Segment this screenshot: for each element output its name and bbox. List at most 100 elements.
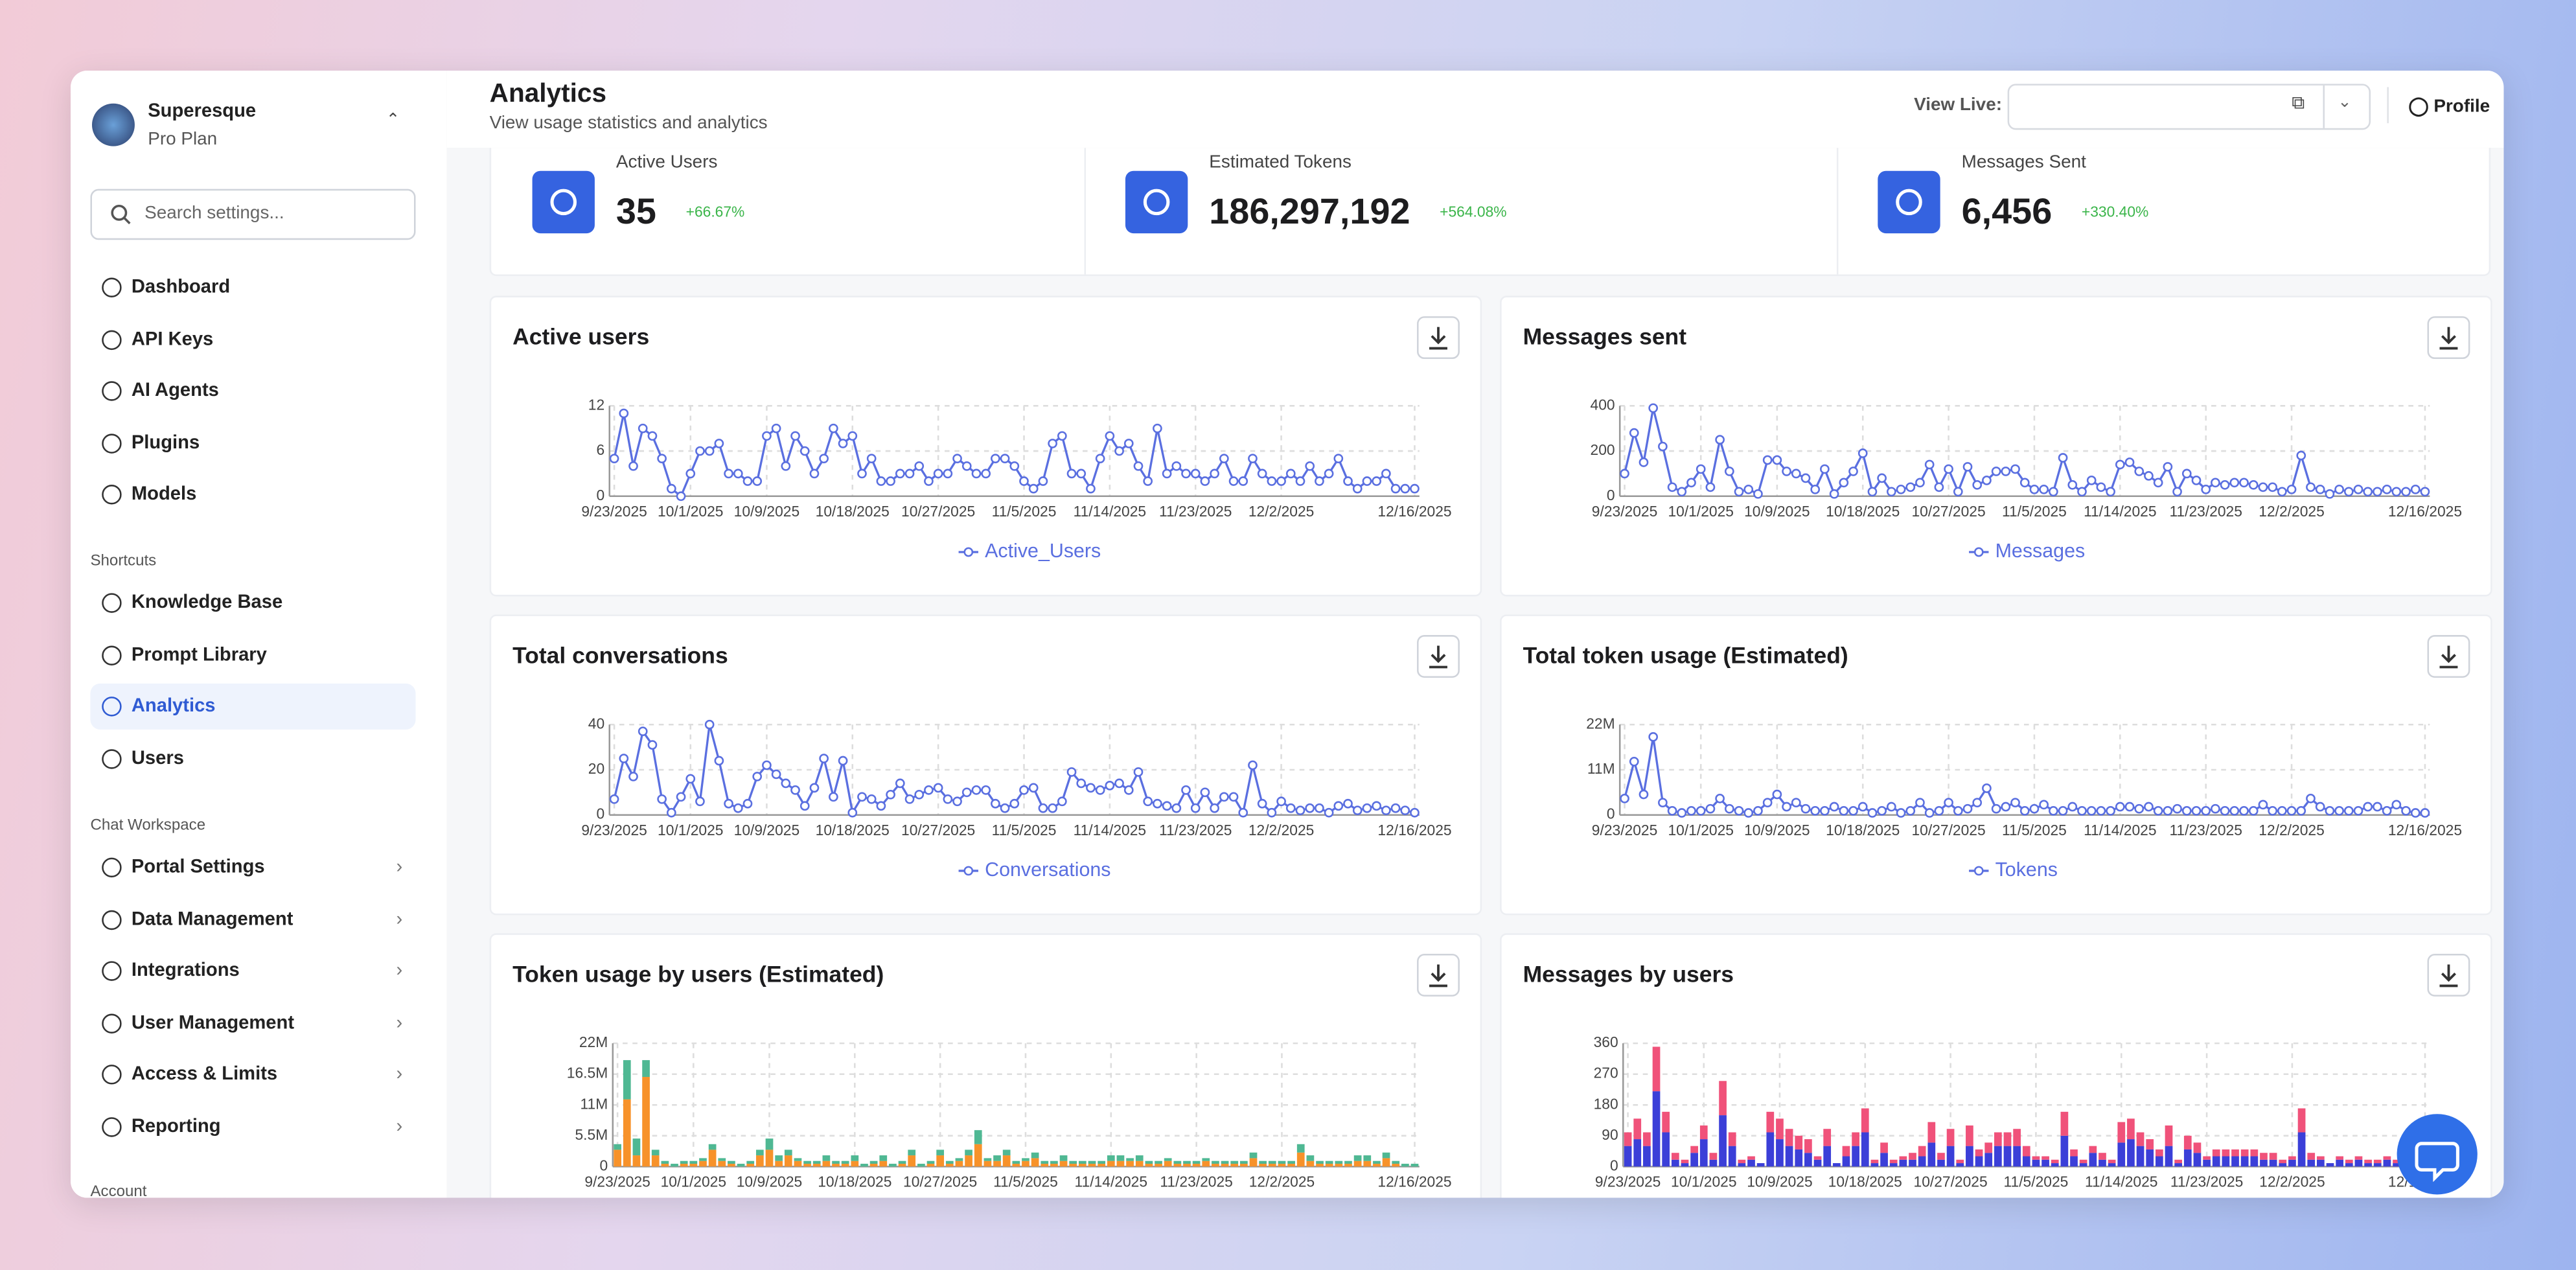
point bbox=[1057, 796, 1067, 807]
section-title: Chat Workspace bbox=[90, 816, 206, 835]
switcher[interactable]: ⌃ bbox=[385, 111, 400, 130]
point bbox=[2124, 457, 2135, 467]
bar bbox=[1975, 1156, 1983, 1167]
point bbox=[2211, 478, 2220, 488]
bar bbox=[1287, 1164, 1295, 1167]
point bbox=[676, 491, 686, 502]
point bbox=[2144, 471, 2154, 481]
point bbox=[695, 796, 705, 807]
nav-item[interactable]: Models bbox=[90, 472, 415, 518]
y-tick-label: 0 bbox=[1607, 487, 1615, 503]
bar bbox=[1671, 1159, 1679, 1167]
bar bbox=[1192, 1164, 1201, 1167]
bar bbox=[1079, 1160, 1087, 1164]
point bbox=[1190, 803, 1201, 813]
search-box[interactable]: Search settings... bbox=[90, 189, 416, 240]
point bbox=[790, 431, 800, 441]
x-tick-label: 10/27/2025 bbox=[901, 822, 975, 838]
bar bbox=[2089, 1153, 2097, 1167]
bar bbox=[1012, 1160, 1020, 1164]
x-tick-label: 11/14/2025 bbox=[1074, 822, 1146, 838]
chevron: › bbox=[396, 961, 403, 981]
x-tick-label: 11/14/2025 bbox=[2084, 822, 2156, 838]
bar bbox=[1373, 1164, 1381, 1167]
view-live-select[interactable]: ⧉ ⌄ bbox=[2007, 84, 2371, 130]
bar bbox=[1116, 1155, 1125, 1161]
nav-item[interactable]: API Keys bbox=[90, 316, 415, 362]
point bbox=[1285, 803, 1296, 813]
chart-title: Total token usage (Estimated) bbox=[1523, 643, 1848, 669]
bar bbox=[1022, 1158, 1029, 1161]
point bbox=[1171, 803, 1182, 813]
point bbox=[1133, 767, 1144, 777]
open-icon[interactable]: ⧉ bbox=[2292, 93, 2305, 113]
dropdown-icon[interactable]: ⌄ bbox=[2338, 93, 2352, 112]
point bbox=[2096, 806, 2106, 816]
point bbox=[1962, 462, 1973, 472]
point bbox=[1390, 483, 1401, 494]
point bbox=[1648, 732, 1659, 742]
point bbox=[733, 803, 743, 813]
point bbox=[2286, 806, 2297, 816]
nav-item[interactable]: Data Management › bbox=[90, 896, 415, 942]
download-icon bbox=[2439, 327, 2458, 350]
nav-item[interactable]: Reporting › bbox=[90, 1103, 415, 1149]
y-tick-label: 5.5M bbox=[575, 1126, 608, 1143]
nav-item[interactable]: Dashboard bbox=[90, 264, 415, 310]
bar bbox=[1719, 1081, 1727, 1116]
nav-item[interactable]: Access & Limits › bbox=[90, 1052, 415, 1098]
x-tick-label: 11/5/2025 bbox=[992, 822, 1057, 838]
chat-widget[interactable] bbox=[2397, 1114, 2478, 1195]
bar bbox=[642, 1077, 650, 1167]
brand: Superesque bbox=[148, 102, 257, 122]
y-tick-label: 400 bbox=[1591, 396, 1615, 413]
bar bbox=[2146, 1149, 2154, 1167]
bar bbox=[2070, 1149, 2078, 1157]
nav-item[interactable]: Prompt Library bbox=[90, 632, 415, 678]
nav-item[interactable]: Integrations › bbox=[90, 948, 415, 994]
point bbox=[876, 476, 886, 486]
point bbox=[2191, 476, 2202, 485]
point bbox=[1944, 798, 1953, 808]
bar bbox=[1335, 1160, 1343, 1164]
point bbox=[1390, 803, 1401, 813]
bar bbox=[983, 1158, 992, 1161]
nav-item[interactable]: AI Agents bbox=[90, 368, 415, 414]
bar bbox=[737, 1164, 745, 1167]
bar bbox=[1813, 1156, 1822, 1160]
bar bbox=[1861, 1108, 1869, 1133]
point bbox=[2334, 806, 2344, 816]
bar bbox=[2260, 1153, 2268, 1160]
bar bbox=[1880, 1153, 1888, 1167]
bar bbox=[1116, 1160, 1125, 1167]
point bbox=[2086, 476, 2097, 485]
profile[interactable]: ◯ Profile bbox=[2408, 97, 2490, 117]
nav-item[interactable]: Knowledge Base bbox=[90, 580, 415, 626]
bar bbox=[2022, 1146, 2030, 1157]
point bbox=[2001, 802, 2011, 812]
chart-title: Active users bbox=[512, 324, 649, 350]
bar bbox=[1410, 1164, 1419, 1167]
nav-label: Knowledge Base bbox=[131, 593, 283, 613]
point bbox=[2229, 478, 2240, 488]
bar bbox=[2393, 1163, 2400, 1167]
point bbox=[2039, 484, 2049, 494]
nav-item[interactable]: User Management › bbox=[90, 1000, 415, 1046]
point bbox=[2181, 806, 2192, 816]
nav-item[interactable]: Analytics bbox=[90, 683, 416, 730]
legend-label: Conversations bbox=[985, 859, 1110, 881]
x-tick-label: 10/18/2025 bbox=[1826, 503, 1900, 520]
nav-icon bbox=[102, 277, 122, 297]
nav-item[interactable]: Users bbox=[90, 735, 415, 781]
point bbox=[1715, 793, 1725, 803]
point bbox=[1972, 479, 1983, 490]
x-tick-label: 10/9/2025 bbox=[737, 1173, 803, 1190]
nav-item[interactable]: Portal Settings › bbox=[90, 844, 415, 890]
bar bbox=[755, 1149, 764, 1156]
bar bbox=[746, 1160, 755, 1164]
bar bbox=[1624, 1146, 1632, 1167]
bar bbox=[1353, 1160, 1362, 1167]
x-tick-label: 10/18/2025 bbox=[1826, 822, 1900, 838]
nav-item[interactable]: Plugins bbox=[90, 420, 415, 466]
chart-card: Total conversations 0 20 40 9/23/2025 10/1/20… bbox=[489, 614, 1482, 916]
